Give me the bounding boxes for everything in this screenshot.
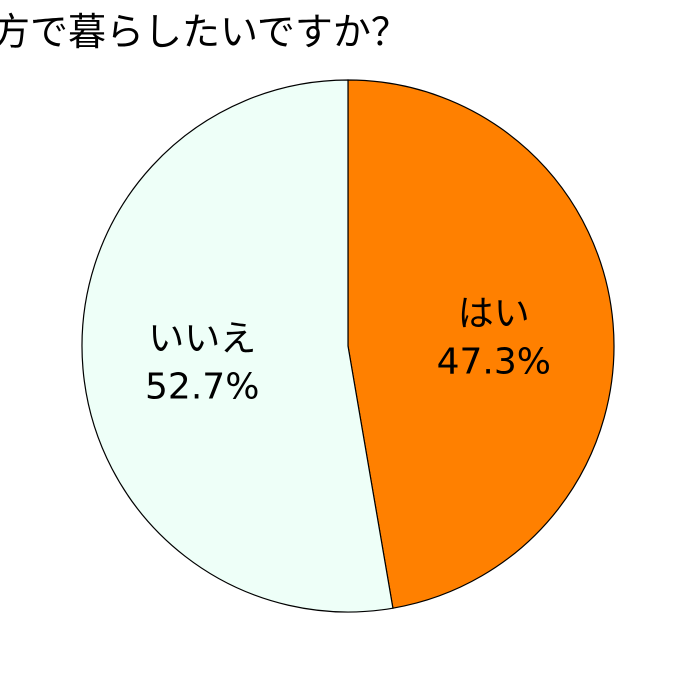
pie-slice-1 xyxy=(347,79,615,609)
pie-labels: はい 47.3% いいえ 52.7% xyxy=(145,294,551,408)
slice-category-label: はい xyxy=(458,294,530,335)
slice-value-label: 47.3% xyxy=(437,342,551,383)
slice-value-label: 52.7% xyxy=(145,366,259,407)
slice-category-label: いいえ xyxy=(148,318,256,359)
pie-slices xyxy=(81,79,615,613)
pie-slice-2 xyxy=(81,79,394,613)
chart-title: 方で暮らしたいですか？ xyxy=(0,10,409,54)
